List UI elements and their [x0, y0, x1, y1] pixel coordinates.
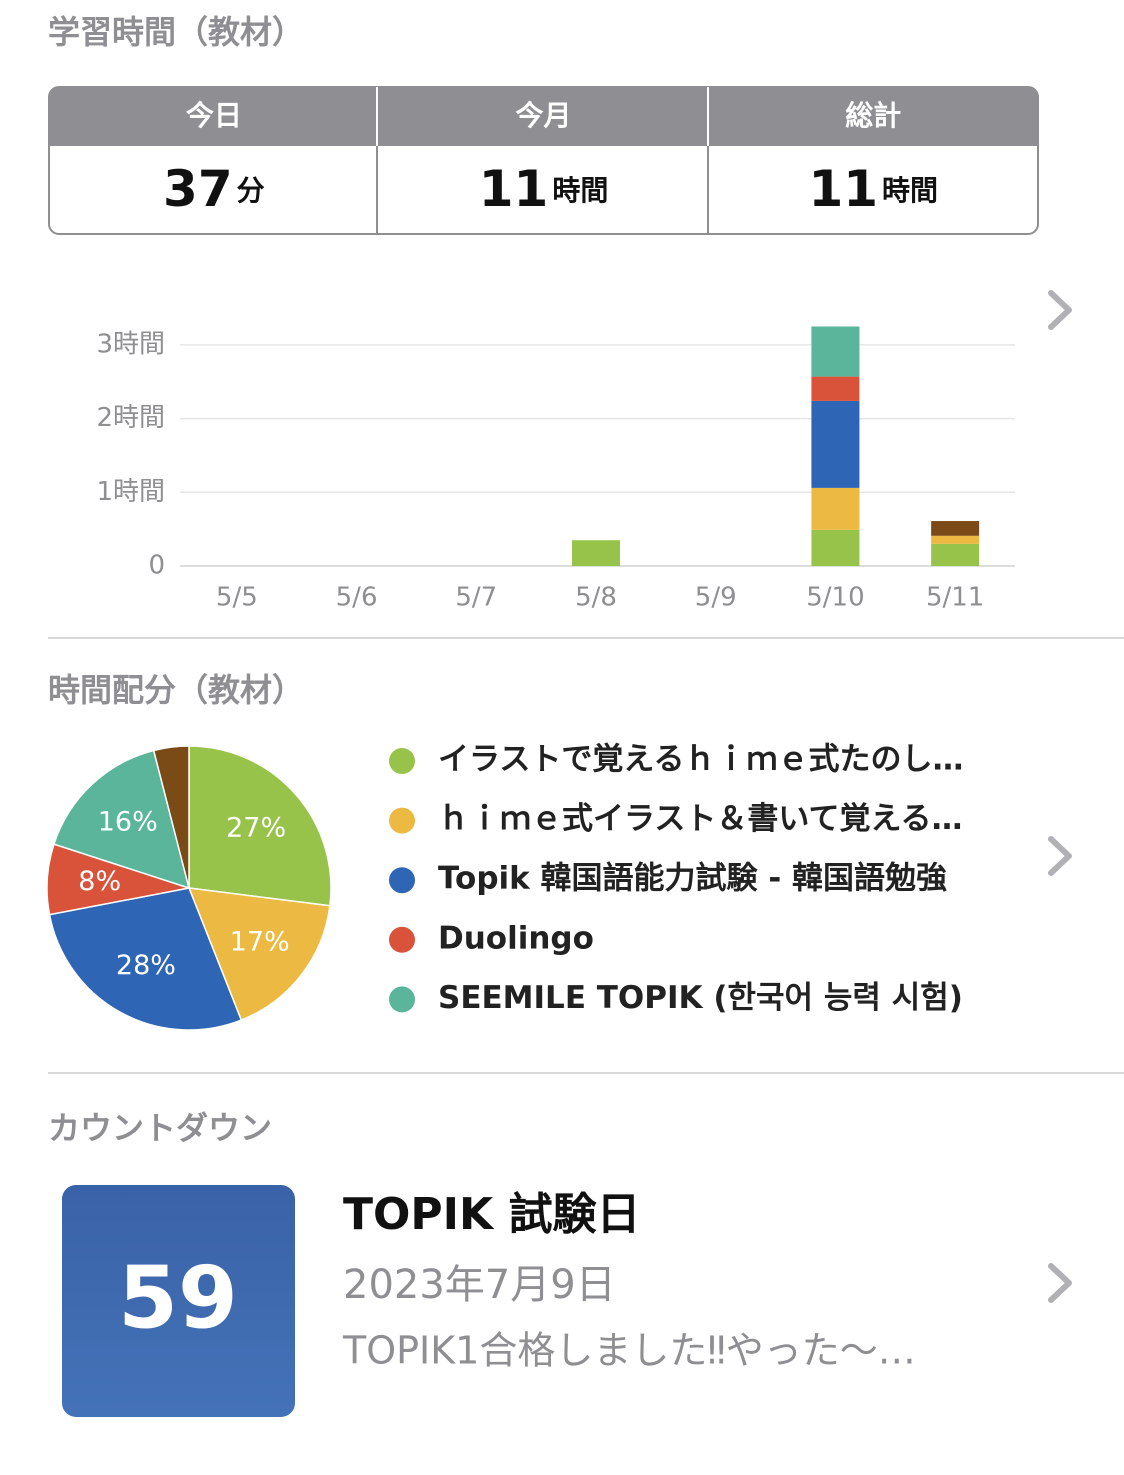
- summary-label: 総計: [845, 99, 901, 132]
- bar-segment: [931, 535, 980, 544]
- summary-number: 11: [479, 160, 549, 218]
- countdown-note: TOPIK1合格しました‼やった〜…: [342, 1329, 916, 1373]
- countdown-date: 2023年7月9日: [343, 1262, 616, 1308]
- y-tick-label: 0: [148, 551, 165, 581]
- summary-value: 37 分: [163, 160, 265, 218]
- pie-label: 27%: [226, 812, 286, 843]
- legend-label: SEEMILE TOPIK (한국어 능력 시험): [438, 980, 963, 1016]
- pie-slice: [188, 745, 332, 907]
- x-tick-label: 5/7: [455, 583, 497, 613]
- pie-label: 17%: [230, 926, 290, 957]
- legend-marker: [389, 867, 415, 894]
- y-tick-label: 1時間: [96, 477, 165, 507]
- x-tick-label: 5/6: [336, 583, 378, 613]
- y-tick-label: 3時間: [96, 329, 165, 359]
- summary-unit: 分: [237, 174, 265, 207]
- summary-unit: 時間: [552, 174, 608, 207]
- x-tick-label: 5/8: [575, 583, 617, 613]
- legend-label: ｈｉｍｅ式イラスト＆書いて覚える…: [438, 801, 963, 837]
- section-title: 時間配分（教材）: [48, 671, 304, 709]
- pie-slice: [53, 749, 191, 890]
- legend-marker: [389, 748, 415, 774]
- countdown-name: TOPIK 試験日: [343, 1189, 640, 1240]
- countdown-days: 59: [118, 1248, 238, 1348]
- chevron[interactable]: [1048, 290, 1072, 330]
- pie-slice: [187, 887, 331, 1022]
- summary-header: [49, 87, 1038, 146]
- legend-marker: [389, 926, 415, 953]
- chevron[interactable]: [1048, 1263, 1072, 1303]
- summary-unit: 時間: [882, 174, 938, 207]
- legend-marker: [389, 807, 415, 834]
- summary-number: 37: [163, 160, 233, 218]
- bar-segment: [572, 540, 620, 566]
- section-title: 学習時間（教材）: [48, 13, 304, 51]
- chevron[interactable]: [1048, 836, 1072, 876]
- summary-number: 11: [808, 160, 878, 218]
- summary-label: 今月: [516, 99, 572, 132]
- x-tick-label: 5/10: [806, 583, 864, 613]
- bar-segment: [931, 521, 980, 536]
- bar-segment: [811, 487, 860, 530]
- bar-segment: [811, 326, 860, 377]
- bar-segment: [931, 543, 980, 566]
- x-tick-label: 5/9: [695, 583, 737, 613]
- bar-segment: [811, 529, 860, 566]
- summary-value: 11 時間: [479, 160, 609, 218]
- pie-label: 8%: [78, 866, 121, 897]
- x-tick-label: 5/11: [926, 583, 984, 613]
- legend-marker: [389, 986, 415, 1013]
- x-tick-label: 5/5: [216, 583, 258, 613]
- section-title: カウントダウン: [48, 1109, 272, 1147]
- summary-label: 今日: [186, 99, 242, 132]
- bar-segment: [811, 376, 860, 401]
- pie-label: 16%: [98, 806, 158, 837]
- countdown-box: [62, 1185, 295, 1417]
- bar-segment: [811, 400, 860, 488]
- pie-slice: [152, 745, 190, 889]
- legend-label: Duolingo: [438, 920, 594, 956]
- y-tick-label: 2時間: [96, 403, 165, 433]
- legend-label: イラストで覚えるｈｉｍｅ式たのし…: [438, 742, 963, 778]
- pie-label: 28%: [116, 950, 176, 981]
- legend-label: Topik 韓国語能力試験 - 韓国語勉強: [438, 861, 947, 897]
- summary-value: 11 時間: [808, 160, 938, 218]
- pie-slice: [48, 887, 243, 1031]
